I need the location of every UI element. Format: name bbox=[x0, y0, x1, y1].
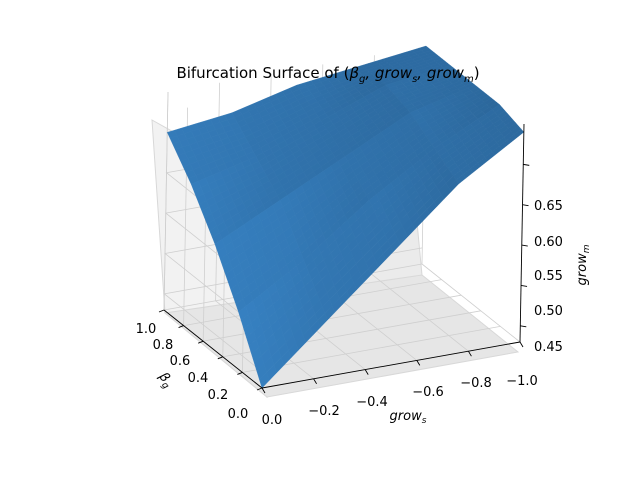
z-tick-mark bbox=[520, 325, 527, 328]
z-tick-label: 0.60 bbox=[534, 235, 563, 250]
y-tick-mark bbox=[237, 371, 243, 375]
y-tick-labels: 0.0 0.2 0.4 0.6 0.8 1.0 bbox=[136, 322, 249, 422]
y-tick-mark bbox=[217, 356, 223, 360]
y-tick-label: 0.6 bbox=[170, 354, 191, 369]
x-tick-label: −1.0 bbox=[506, 374, 538, 389]
z-tick-label: 0.65 bbox=[534, 199, 563, 214]
x-tick-label: −0.6 bbox=[412, 385, 444, 400]
surface bbox=[166, 45, 525, 389]
y-tick-mark bbox=[158, 309, 165, 313]
chart-title: Bifurcation Surface of (βg, grows, growm… bbox=[176, 64, 479, 85]
surface-patch bbox=[259, 371, 270, 389]
z-tick-label: 0.50 bbox=[534, 304, 563, 319]
z-tick-mark bbox=[523, 163, 530, 166]
y-axis-title: βg bbox=[153, 369, 176, 392]
y-tick-label: 0.2 bbox=[208, 388, 229, 403]
x-axis-line bbox=[261, 341, 521, 389]
z-tick-label: 0.55 bbox=[534, 269, 563, 284]
x-tick-labels: 0.0 −0.2 −0.4 −0.6 −0.8 −1.0 bbox=[262, 374, 538, 428]
x-tick-mark bbox=[313, 378, 317, 385]
z-tick-mark bbox=[520, 285, 528, 287]
y-tick-mark bbox=[198, 340, 204, 344]
y-tick-mark bbox=[256, 387, 263, 391]
y-tick-mark bbox=[178, 325, 184, 329]
x-tick-label: −0.8 bbox=[460, 376, 492, 391]
axis-lines bbox=[158, 123, 530, 394]
x-tick-label: −0.4 bbox=[356, 395, 388, 410]
x-tick-label: 0.0 bbox=[262, 413, 283, 428]
x-tick-label: −0.2 bbox=[308, 404, 340, 419]
z-tick-mark bbox=[521, 244, 528, 247]
y-axis-line bbox=[163, 309, 263, 389]
z-axis-line bbox=[519, 123, 525, 343]
x-tick-mark bbox=[416, 360, 421, 366]
z-tick-mark bbox=[522, 204, 529, 207]
y-tick-label: 0.8 bbox=[153, 338, 174, 353]
y-tick-label: 0.4 bbox=[188, 371, 209, 386]
x-tick-mark bbox=[519, 341, 524, 348]
x-tick-mark bbox=[468, 350, 472, 357]
z-axis-title: growm bbox=[575, 244, 592, 285]
x-axis-title: grows bbox=[390, 409, 427, 426]
y-tick-label: 0.0 bbox=[228, 407, 249, 422]
x-tick-mark bbox=[261, 387, 266, 394]
y-tick-label: 1.0 bbox=[136, 322, 157, 337]
z-tick-label: 0.45 bbox=[534, 340, 563, 355]
x-tick-mark bbox=[364, 369, 369, 375]
z-tick-labels: 0.45 0.50 0.55 0.60 0.65 bbox=[534, 199, 563, 355]
